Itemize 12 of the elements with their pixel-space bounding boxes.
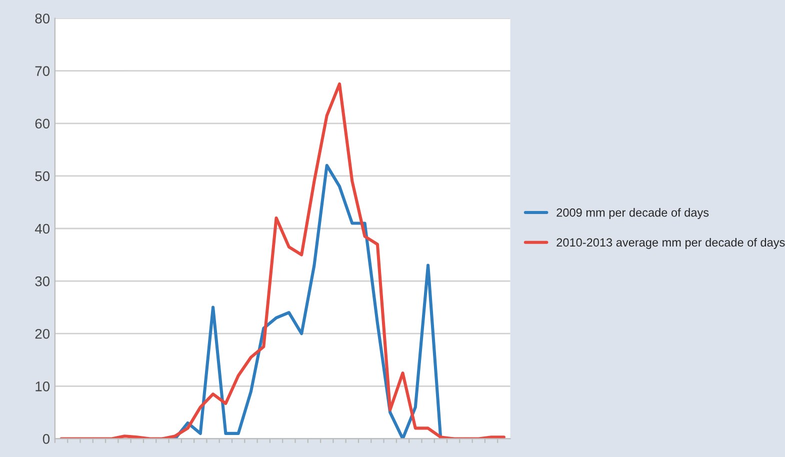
legend-label: 2010-2013 average mm per decade of days xyxy=(556,238,785,249)
y-tick-label: 70 xyxy=(35,66,50,76)
y-tick-label: 10 xyxy=(36,382,50,392)
line-series xyxy=(60,82,506,439)
y-tick-label: 40 xyxy=(34,224,50,234)
y-tick-label: 20 xyxy=(35,328,50,339)
y-tick-label: 80 xyxy=(35,14,50,24)
y-tick-label: 0 xyxy=(42,434,50,444)
legend-label: 2009 mm per decade of days xyxy=(556,208,709,220)
y-tick-label: 60 xyxy=(35,118,50,129)
y-tick-label: 50 xyxy=(35,171,50,182)
y-tick-label: 30 xyxy=(35,276,50,286)
